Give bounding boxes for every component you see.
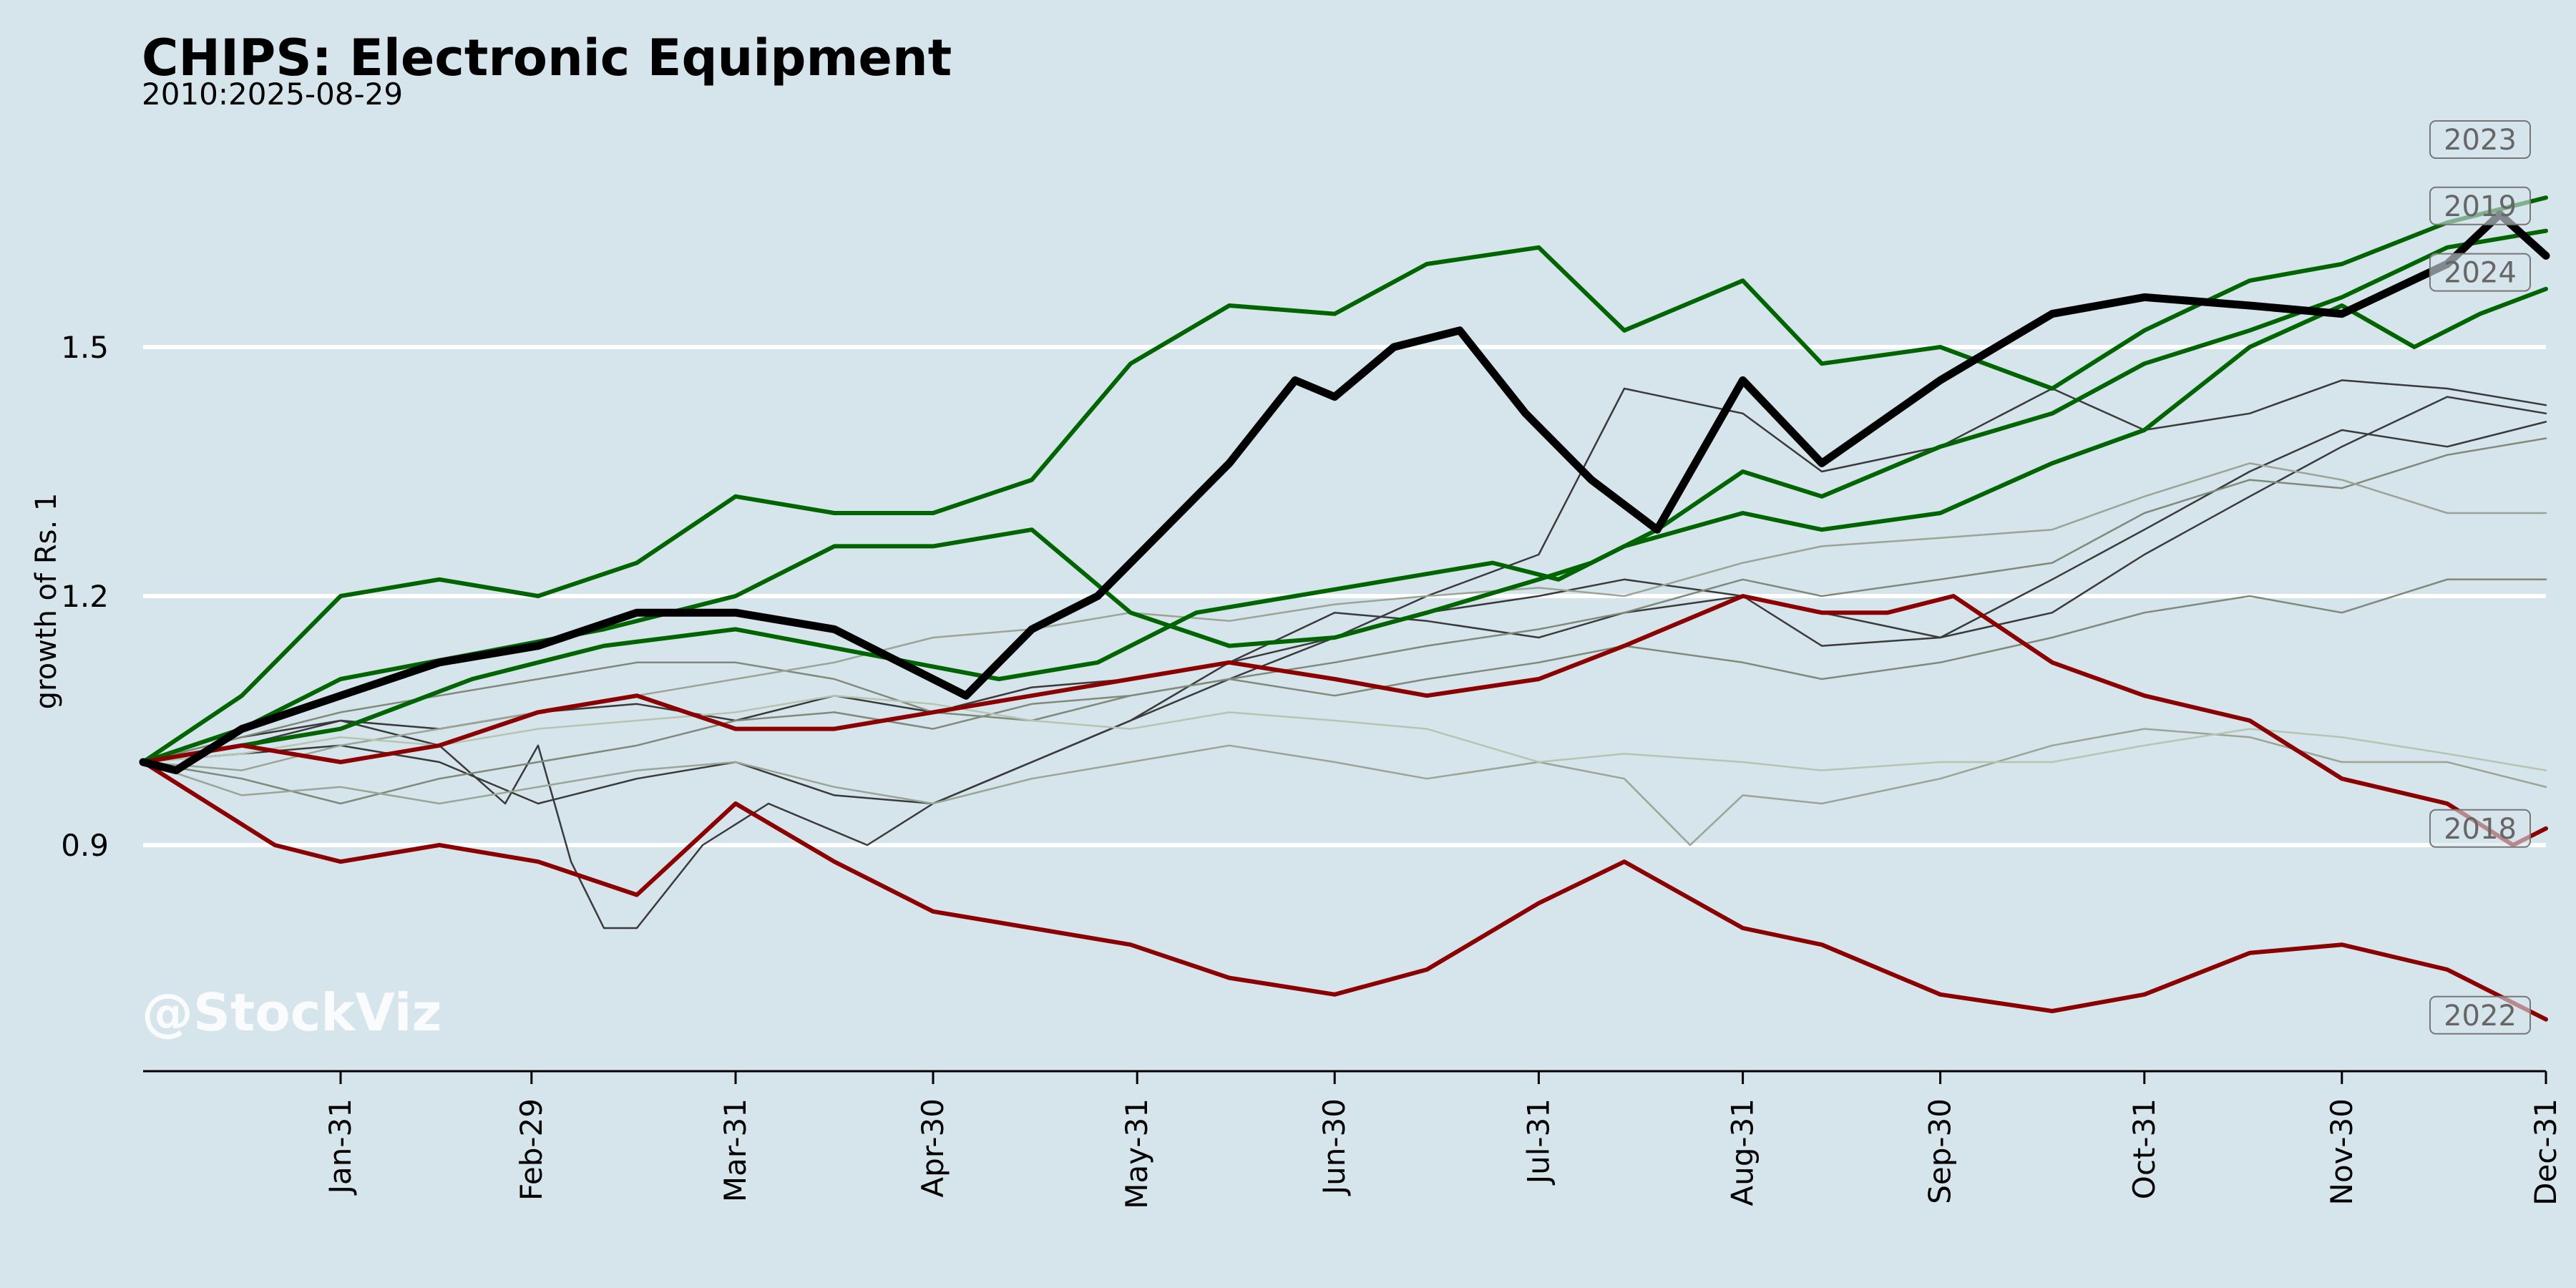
y-axis-label: growth of Rs. 1 [30,493,63,710]
end-label: 2024 [2444,257,2517,290]
x-tick-label: Feb-29 [514,1098,549,1201]
x-tick-label: Aug-31 [1725,1098,1760,1206]
series-line [141,286,2548,764]
x-tick-label: Mar-31 [718,1098,753,1202]
x-tick-label: May-31 [1119,1098,1154,1209]
end-label: 2023 [2444,124,2517,157]
series-line [139,210,2550,775]
x-tick-label: Jul-31 [1521,1098,1556,1186]
end-label: 2018 [2444,813,2517,846]
end-label-box [2429,809,2531,848]
x-tick-label: Apr-30 [915,1098,950,1198]
x-tick-label: Dec-31 [2528,1098,2563,1206]
chart-subtitle: 2010:2025-08-29 [142,77,403,112]
end-label: 2019 [2444,190,2517,223]
chart-title: CHIPS: Electronic Equipment [142,29,952,87]
end-label-box [2429,120,2531,159]
series-line [142,728,2547,847]
end-label-box [2429,253,2531,292]
series-line [141,594,2548,847]
y-tick-label: 1.5 [61,330,109,365]
watermark: @StockViz [142,982,441,1043]
x-tick-label: Sep-30 [1923,1098,1958,1204]
x-tick-label: Nov-30 [2324,1098,2359,1205]
grid [143,345,2546,847]
end-labels: 2023 2019 2024 2018 2022 [2429,120,2531,1035]
series-line [141,195,2548,764]
y-tick-label: 1.2 [61,579,109,614]
series-line [141,228,2548,764]
series-line [142,578,2547,763]
y-tick-label: 0.9 [61,828,109,863]
end-label-box [2429,995,2531,1035]
series-line [142,396,2547,805]
series-line [142,694,2547,771]
x-ticks: Jan-31 Feb-29 Mar-31 Apr-30 May-31 Jun-30 Jul-… [323,1071,2563,1209]
series-line [141,760,2548,1022]
series-layer [139,195,2550,1022]
y-ticks: 0.9 1.2 1.5 [61,330,109,863]
end-label-box [2429,186,2531,225]
x-tick-label: Jun-30 [1317,1098,1352,1196]
x-tick-label: Oct-31 [2127,1098,2162,1199]
end-label: 2022 [2444,1000,2517,1033]
x-tick-label: Jan-31 [323,1098,358,1196]
series-line [142,437,2547,805]
